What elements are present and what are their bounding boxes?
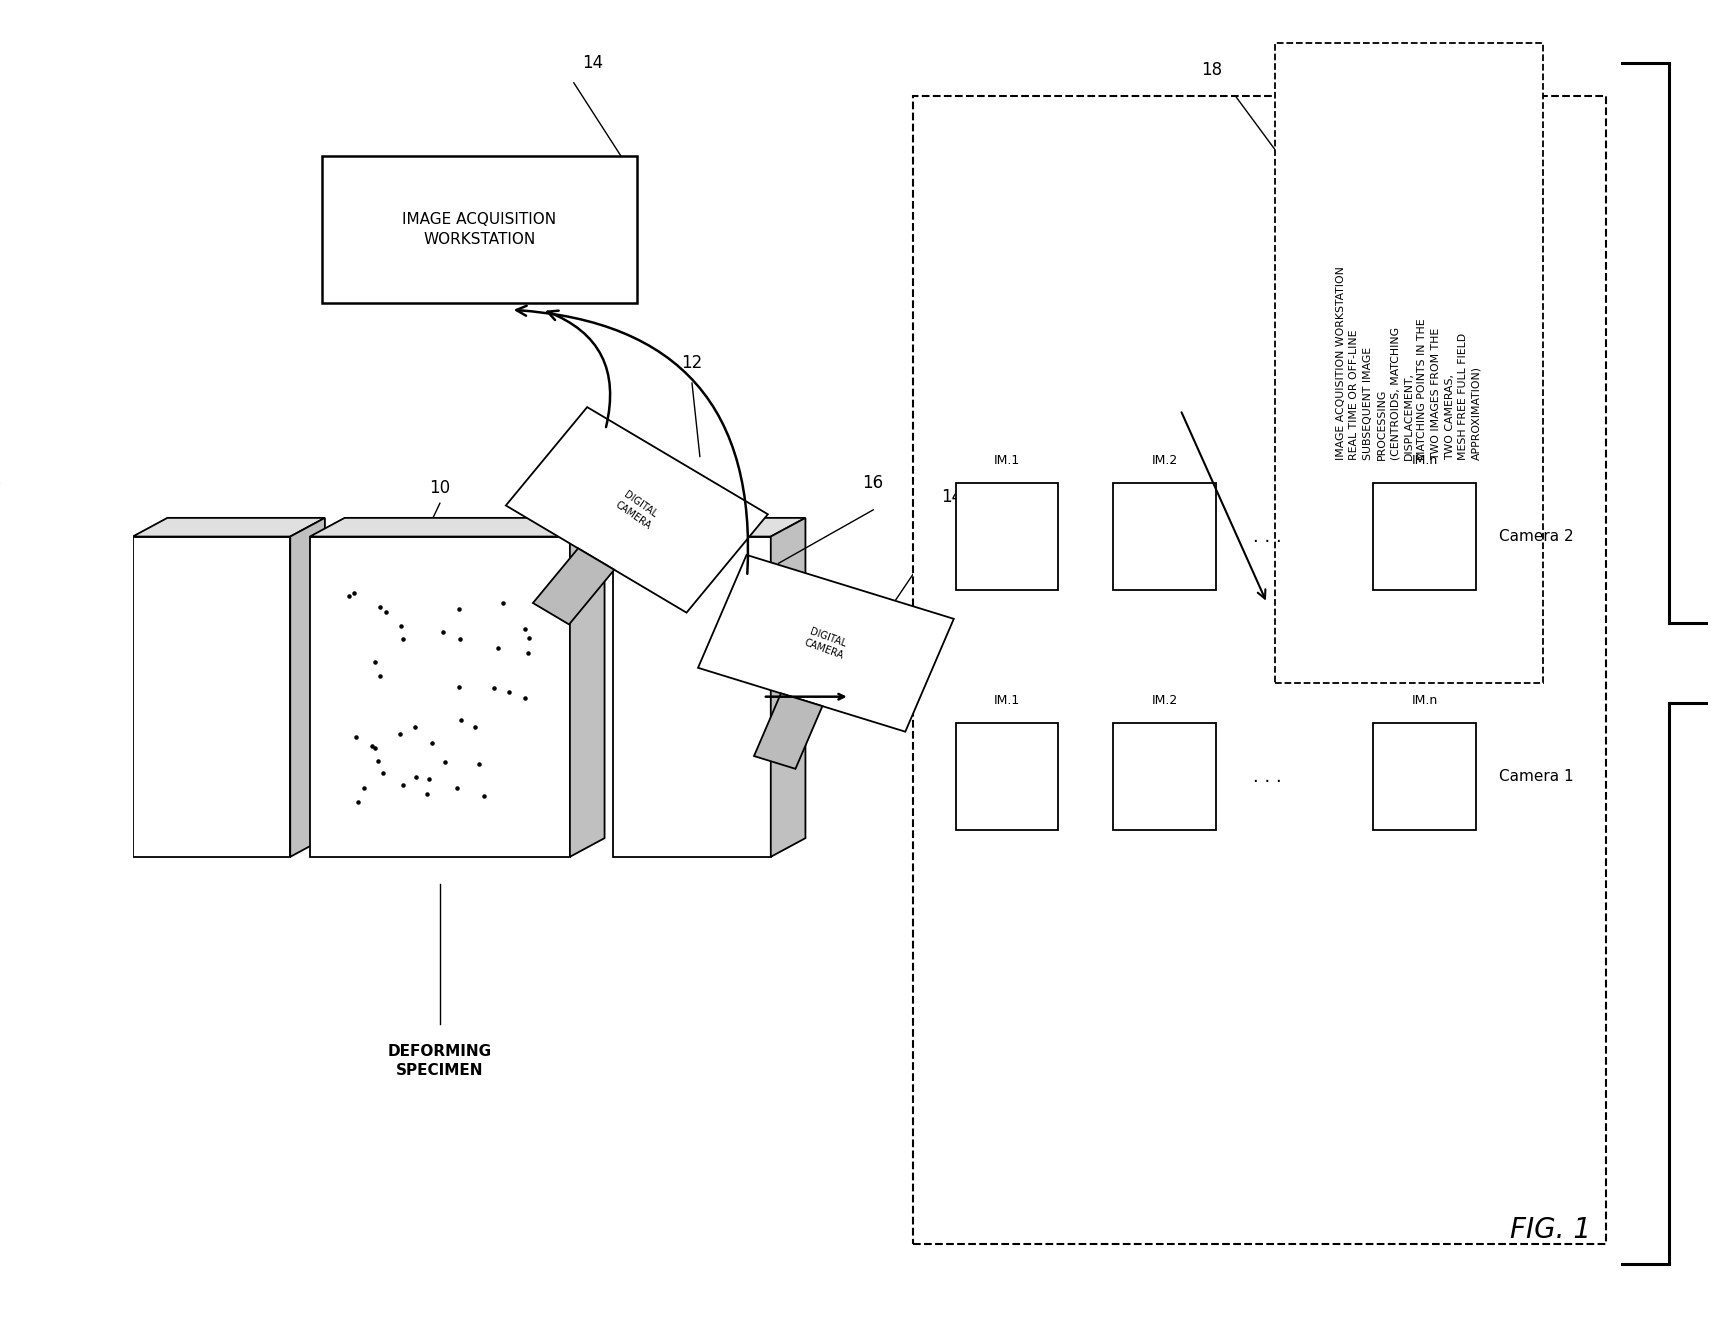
Point (417, 733, 445, 754)
Polygon shape (310, 517, 604, 536)
Polygon shape (506, 407, 768, 612)
FancyBboxPatch shape (1374, 484, 1477, 590)
Polygon shape (613, 517, 806, 536)
Point (371, 602, 399, 623)
Text: 14: 14 (941, 488, 963, 505)
Polygon shape (698, 555, 953, 732)
Text: 10: 10 (429, 478, 450, 497)
Text: IM.n: IM.n (1412, 454, 1437, 468)
Point (370, 762, 397, 784)
FancyArrowPatch shape (1182, 413, 1266, 599)
Polygon shape (570, 517, 604, 856)
Polygon shape (310, 536, 570, 856)
Point (342, 726, 370, 748)
Point (414, 783, 441, 804)
Point (366, 596, 394, 618)
Text: Camera 2: Camera 2 (1499, 529, 1574, 544)
Point (344, 792, 371, 813)
Text: FIG. 1: FIG. 1 (1511, 1217, 1591, 1245)
Text: DIGITAL
CAMERA: DIGITAL CAMERA (614, 489, 660, 531)
Point (400, 717, 428, 738)
Point (471, 785, 498, 807)
Polygon shape (133, 517, 325, 536)
Polygon shape (291, 517, 325, 856)
Point (388, 773, 416, 795)
Point (512, 687, 539, 709)
FancyBboxPatch shape (322, 157, 636, 303)
Text: Camera 1: Camera 1 (1499, 769, 1574, 784)
Point (447, 628, 474, 650)
FancyBboxPatch shape (956, 484, 1059, 590)
FancyArrowPatch shape (517, 306, 748, 574)
Point (460, 716, 488, 737)
Polygon shape (755, 693, 823, 769)
Text: IM.2: IM.2 (1152, 694, 1177, 708)
Point (443, 777, 471, 799)
Text: 18: 18 (1201, 60, 1222, 79)
Point (481, 677, 508, 698)
Point (414, 768, 441, 789)
Text: . . .: . . . (1252, 528, 1282, 545)
Point (445, 599, 472, 620)
Text: IMAGE ACQUISITION
WORKSTATION: IMAGE ACQUISITION WORKSTATION (402, 212, 556, 247)
Text: IM.2: IM.2 (1152, 454, 1177, 468)
Point (361, 651, 388, 673)
Text: 14: 14 (582, 54, 602, 72)
Point (364, 750, 392, 772)
Point (361, 737, 388, 758)
FancyBboxPatch shape (956, 724, 1059, 831)
Point (387, 724, 414, 745)
Point (387, 616, 414, 638)
Point (496, 682, 524, 704)
Polygon shape (770, 517, 806, 856)
Text: 16: 16 (862, 474, 885, 492)
Point (465, 753, 493, 775)
Point (489, 592, 517, 614)
Point (358, 734, 385, 756)
Text: . . .: . . . (1252, 768, 1282, 785)
Point (429, 622, 457, 643)
Polygon shape (133, 536, 291, 856)
Point (445, 675, 472, 697)
Point (351, 777, 378, 799)
Point (515, 642, 542, 663)
Text: DIGITAL
CAMERA: DIGITAL CAMERA (802, 626, 849, 661)
Polygon shape (532, 548, 614, 624)
Point (335, 586, 363, 607)
Point (512, 619, 539, 641)
Text: IM.n: IM.n (1412, 694, 1437, 708)
FancyBboxPatch shape (1374, 724, 1477, 831)
Point (431, 750, 459, 772)
FancyBboxPatch shape (912, 96, 1607, 1244)
FancyArrowPatch shape (548, 311, 611, 427)
Point (390, 628, 417, 650)
Polygon shape (613, 536, 770, 856)
Text: IMAGE ACQUISITION WORKSTATION
REAL TIME OR OFF-LINE
SUBSEQUENT IMAGE
PROCESSING
: IMAGE ACQUISITION WORKSTATION REAL TIME … (1336, 267, 1482, 460)
Text: DEFORMING
SPECIMEN: DEFORMING SPECIMEN (388, 1044, 493, 1079)
FancyBboxPatch shape (1275, 43, 1543, 683)
Point (484, 636, 512, 658)
Point (366, 665, 394, 686)
Point (447, 710, 474, 732)
Point (402, 766, 429, 788)
Point (340, 582, 368, 603)
Text: 12: 12 (681, 354, 703, 373)
Text: IM.1: IM.1 (994, 694, 1020, 708)
FancyBboxPatch shape (1114, 724, 1217, 831)
FancyBboxPatch shape (1114, 484, 1217, 590)
Point (515, 627, 542, 649)
Text: IM.1: IM.1 (994, 454, 1020, 468)
